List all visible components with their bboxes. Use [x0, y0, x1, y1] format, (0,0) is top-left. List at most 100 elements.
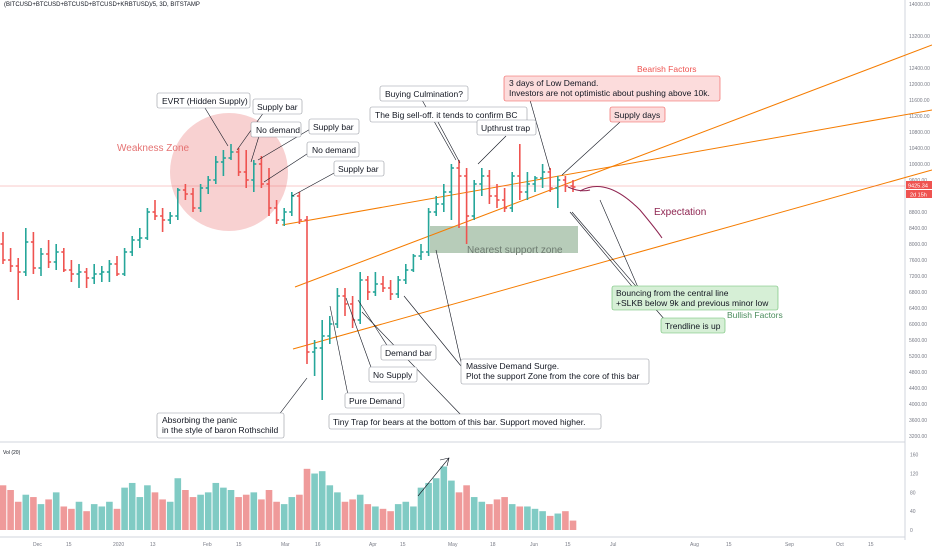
pointer-supply-3 [291, 171, 337, 197]
volume-bar [14, 501, 22, 530]
ohlc-bar [517, 144, 523, 200]
ohlc-bar [152, 200, 158, 220]
pointer-demand-bar [357, 299, 391, 351]
ohlc-bar [144, 208, 150, 240]
callout-buying-climax: Buying Culmination? [385, 89, 463, 99]
ohlc-bar [251, 160, 257, 192]
channel-middle-line [281, 109, 932, 226]
callout-no-demand-2-box [306, 141, 360, 158]
ohlc-bar [486, 170, 492, 204]
pointer-bouncing-b [569, 211, 641, 297]
volume-bar [508, 504, 516, 530]
callout-low-demand-box [503, 75, 721, 102]
ohlc-bar [555, 176, 561, 208]
price-tick-label: 5200.00 [909, 354, 927, 360]
callout-evrt: EVRT (Hidden Supply) [162, 96, 248, 106]
volume-bar [562, 511, 569, 530]
callout-bouncing-box [611, 285, 779, 311]
time-tick-label: Aug [690, 542, 699, 548]
symbol-title: (BITCUSD+BTCUSD+BTCUSD+BTCUSD+KRBTUSD)/5… [4, 2, 200, 8]
ohlc-bar [388, 280, 394, 300]
volume-bar [242, 494, 250, 530]
volume-bar [68, 508, 75, 530]
price-tick-label: 4800.00 [909, 370, 927, 376]
time-tick-label: Jun [530, 542, 538, 548]
volume-bar [174, 478, 182, 530]
ohlc-bar [426, 208, 432, 256]
callout-supply-1-box [252, 98, 303, 115]
ohlc-bar [547, 168, 553, 192]
volume-bar [113, 508, 121, 530]
volume-bar [128, 482, 136, 530]
ohlc-bar [38, 248, 44, 276]
volume-bar [37, 504, 45, 530]
ohlc-bar [304, 216, 310, 364]
ohlc-bar [319, 320, 325, 400]
ohlc-bar [76, 264, 82, 288]
callout-bouncing-1: Bouncing from the central line [616, 288, 729, 298]
volume-tick-label: 0 [910, 528, 913, 534]
callout-absorbing-1: Absorbing the panic [162, 415, 238, 425]
time-tick-label: Feb [203, 542, 212, 548]
ohlc-bar [372, 272, 378, 296]
time-tick-label: 16 [315, 542, 321, 548]
callout-supply-days-box [609, 106, 666, 123]
volume-bar [493, 499, 501, 530]
callout-no-demand-1-box [250, 121, 302, 138]
volume-bars [0, 466, 577, 530]
ohlc-bar [456, 160, 462, 228]
price-tick-label: 6400.00 [909, 306, 927, 312]
volume-bar [516, 506, 524, 530]
volume-bar [318, 471, 326, 530]
ohlc-bar [403, 264, 409, 284]
ohlc-bar [236, 148, 242, 176]
ohlc-bar [509, 172, 515, 212]
callout-demand-bar-box [380, 344, 437, 361]
ohlc-bar [327, 316, 333, 344]
volume-bar [524, 506, 531, 530]
price-tick-label: 10000.00 [909, 162, 930, 168]
time-tick-label: Apr [369, 542, 377, 548]
price-tick-label: 5600.00 [909, 338, 927, 344]
volume-bar [144, 485, 151, 530]
callout-no-supply: No Supply [373, 370, 413, 380]
ohlc-bars [0, 144, 576, 400]
time-tick-label: 15 [66, 542, 72, 548]
callout-absorbing-2: in the style of baron Rothschild [162, 425, 279, 435]
price-tick-label: 6000.00 [909, 322, 927, 328]
volume-bar [52, 492, 60, 530]
callout-tiny-trap: Tiny Trap for bears at the bottom of thi… [333, 417, 585, 427]
pointer-no-demand-1 [250, 135, 260, 163]
pointer-supply-2 [257, 127, 313, 161]
callout-tiny-trap-box [328, 413, 602, 430]
volume-bar [90, 504, 98, 530]
ohlc-bar [410, 254, 416, 272]
ohlc-bar [99, 266, 105, 282]
volume-bar [166, 501, 174, 530]
ohlc-bar [167, 212, 173, 224]
volume-bar [531, 508, 539, 530]
volume-tick-label: 40 [910, 509, 916, 515]
volume-tick-label: 160 [910, 453, 919, 459]
ohlc-bar [137, 228, 143, 248]
ohlc-bar [129, 236, 135, 256]
time-tick-label: 13 [150, 542, 156, 548]
volume-bar [98, 506, 106, 530]
ohlc-bar [532, 176, 538, 192]
volume-bar [303, 468, 311, 530]
time-tick-label: 15 [726, 542, 732, 548]
ohlc-bar [30, 232, 36, 274]
volume-bar [379, 508, 387, 530]
pointer-supply-1 [236, 111, 265, 151]
volume-bar [470, 497, 478, 530]
price-tick-label: 12400.00 [909, 66, 930, 72]
volume-bar [569, 520, 577, 530]
ohlc-bar [91, 264, 97, 284]
ohlc-bar [365, 276, 371, 300]
ohlc-bar [198, 184, 204, 212]
volume-bar [402, 501, 410, 530]
ohlc-bar [8, 248, 14, 272]
ohlc-bar [334, 288, 340, 328]
ohlc-bar [228, 144, 234, 160]
